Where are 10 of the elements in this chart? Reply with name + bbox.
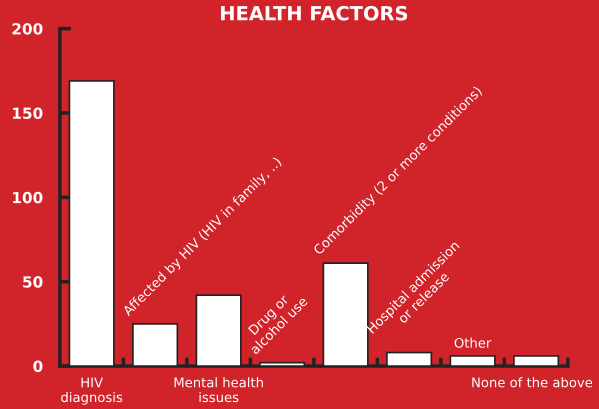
x-tick-label: HIV diagnosis <box>61 378 122 405</box>
annotation: Other <box>454 338 492 348</box>
y-tick-label: 200 <box>12 23 43 35</box>
y-tick-label: 150 <box>13 107 43 120</box>
y-tick-label: 50 <box>23 276 43 288</box>
x-tick-label: Mental health issues <box>174 377 263 402</box>
chart-title: HEALTH FACTORS <box>221 6 408 21</box>
y-tick-label: 0 <box>33 360 43 372</box>
x-tick-label: None of the above <box>472 377 592 388</box>
y-tick-label: 100 <box>13 192 43 204</box>
